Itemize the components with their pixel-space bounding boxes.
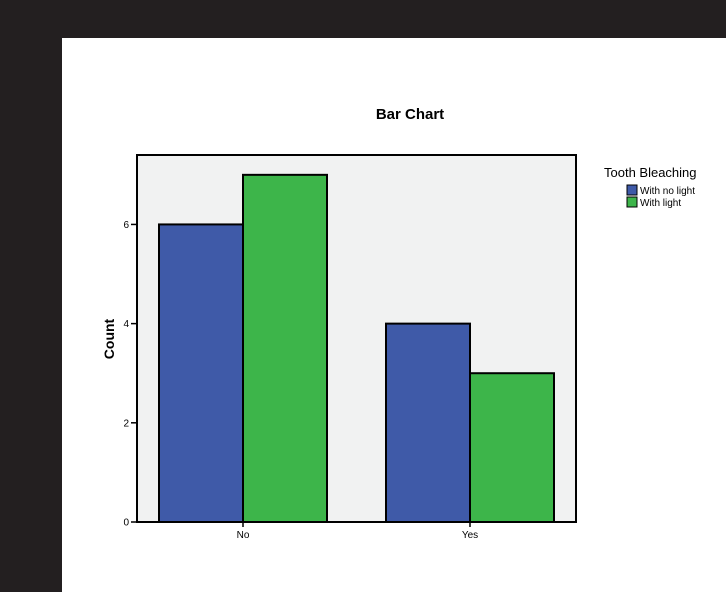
bar-yes-with-light: [469, 372, 555, 523]
bar-no-with-light: [242, 173, 328, 524]
x-tick-label: No: [237, 530, 250, 541]
y-tick-label: 6: [123, 220, 129, 231]
legend-title: Tooth Bleaching: [604, 165, 697, 180]
legend-swatch: [626, 184, 638, 196]
y-tick-label: 0: [123, 518, 129, 529]
bar-yes-with-no-light: [385, 322, 471, 523]
y-tick-label: 4: [123, 319, 129, 330]
legend-label: With light: [640, 198, 681, 209]
bar-no-with-no-light: [158, 223, 244, 523]
plot-frame: [136, 154, 577, 523]
plot-area: 0 2 4 6 No Yes: [123, 154, 577, 541]
chart-title: Bar Chart: [376, 106, 444, 123]
legend-label: With no light: [640, 186, 695, 197]
x-tick-label: Yes: [462, 530, 478, 541]
y-tick-label: 2: [123, 418, 129, 429]
legend-swatch: [626, 196, 638, 208]
y-axis-title: Count: [101, 318, 117, 359]
